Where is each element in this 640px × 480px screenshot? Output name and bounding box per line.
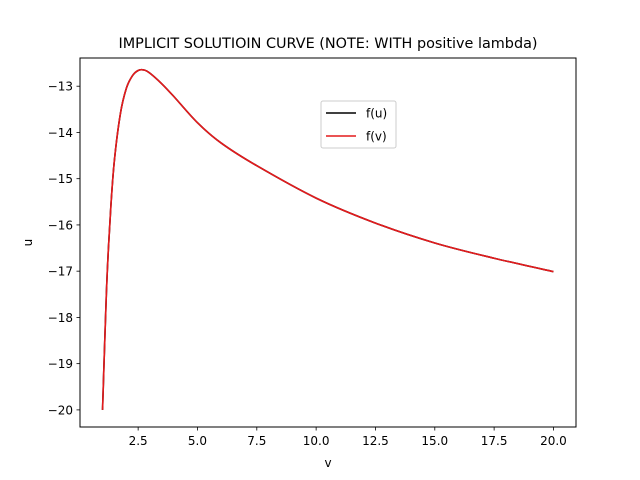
legend: f(u) f(v): [320, 100, 397, 149]
series-line-f-v: [101, 68, 554, 410]
x-tick-label: 20.0: [540, 434, 567, 448]
y-tick-label: −20: [48, 403, 73, 417]
x-tick-label: 7.5: [247, 434, 266, 448]
x-tick-label: 10.0: [303, 434, 330, 448]
legend-label-f-u: f(u): [366, 107, 387, 121]
x-tick-label: 2.5: [129, 434, 148, 448]
legend-label-f-v: f(v): [366, 130, 387, 144]
x-tick-label: 12.5: [362, 434, 389, 448]
y-tick-label: −15: [48, 172, 73, 186]
axes-frame: [79, 57, 577, 428]
y-tick-label: −18: [48, 311, 73, 325]
y-tick-label: −13: [48, 80, 73, 94]
y-axis-label: u: [21, 239, 35, 247]
series-layer: [101, 68, 554, 410]
x-tick-label: 17.5: [481, 434, 508, 448]
y-tick-label: −16: [48, 218, 73, 232]
x-tick-label: 15.0: [421, 434, 448, 448]
x-axis-label: v: [324, 456, 331, 470]
x-tick-label: 5.0: [188, 434, 207, 448]
y-tick-label: −14: [48, 126, 73, 140]
chart-title: IMPLICIT SOLUTIOIN CURVE (NOTE: WITH pos…: [118, 36, 537, 52]
y-tick-label: −19: [48, 357, 73, 371]
x-axis-ticks: 2.5 5.0 7.5 10.0 12.5 15.0 17.5 20.0: [129, 427, 567, 448]
axes-border: [79, 57, 577, 428]
y-axis-ticks: −13 −14 −15 −16 −17 −18 −19 −20: [48, 80, 80, 417]
y-tick-label: −17: [48, 265, 73, 279]
